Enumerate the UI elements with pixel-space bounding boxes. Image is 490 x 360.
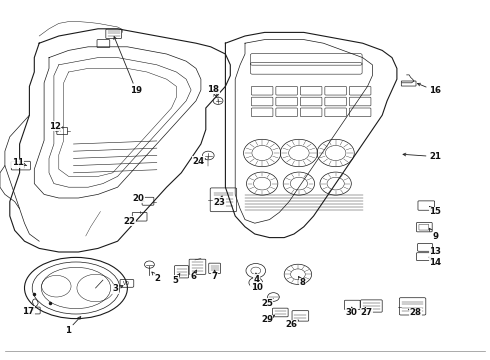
- Text: 27: 27: [361, 307, 372, 317]
- Text: 9: 9: [429, 228, 438, 242]
- Text: 30: 30: [346, 307, 358, 317]
- Text: 5: 5: [172, 274, 180, 284]
- Text: 24: 24: [193, 157, 205, 166]
- Text: 23: 23: [214, 196, 225, 207]
- Text: 8: 8: [298, 276, 306, 287]
- Text: 19: 19: [114, 37, 142, 95]
- Text: 4: 4: [254, 273, 260, 284]
- Text: 18: 18: [207, 85, 219, 97]
- Text: VO: VO: [123, 281, 130, 286]
- Text: 29: 29: [261, 315, 274, 324]
- Text: 2: 2: [152, 272, 161, 283]
- Text: 25: 25: [261, 298, 273, 307]
- Text: 21: 21: [403, 152, 441, 161]
- Text: 12: 12: [49, 122, 61, 131]
- Text: 20: 20: [132, 194, 145, 202]
- Text: 28: 28: [409, 308, 421, 317]
- Text: 22: 22: [124, 217, 136, 226]
- Text: 14: 14: [429, 257, 441, 266]
- Text: 13: 13: [429, 248, 441, 256]
- Text: 10: 10: [251, 283, 263, 292]
- Text: 6: 6: [190, 270, 196, 281]
- Text: 16: 16: [417, 83, 441, 95]
- Text: 7: 7: [212, 270, 218, 281]
- Text: 15: 15: [429, 207, 441, 216]
- Text: 26: 26: [286, 320, 298, 329]
- Text: 17: 17: [23, 307, 35, 316]
- Text: 3: 3: [112, 284, 123, 293]
- Text: 11: 11: [12, 158, 27, 167]
- Text: 1: 1: [65, 316, 81, 335]
